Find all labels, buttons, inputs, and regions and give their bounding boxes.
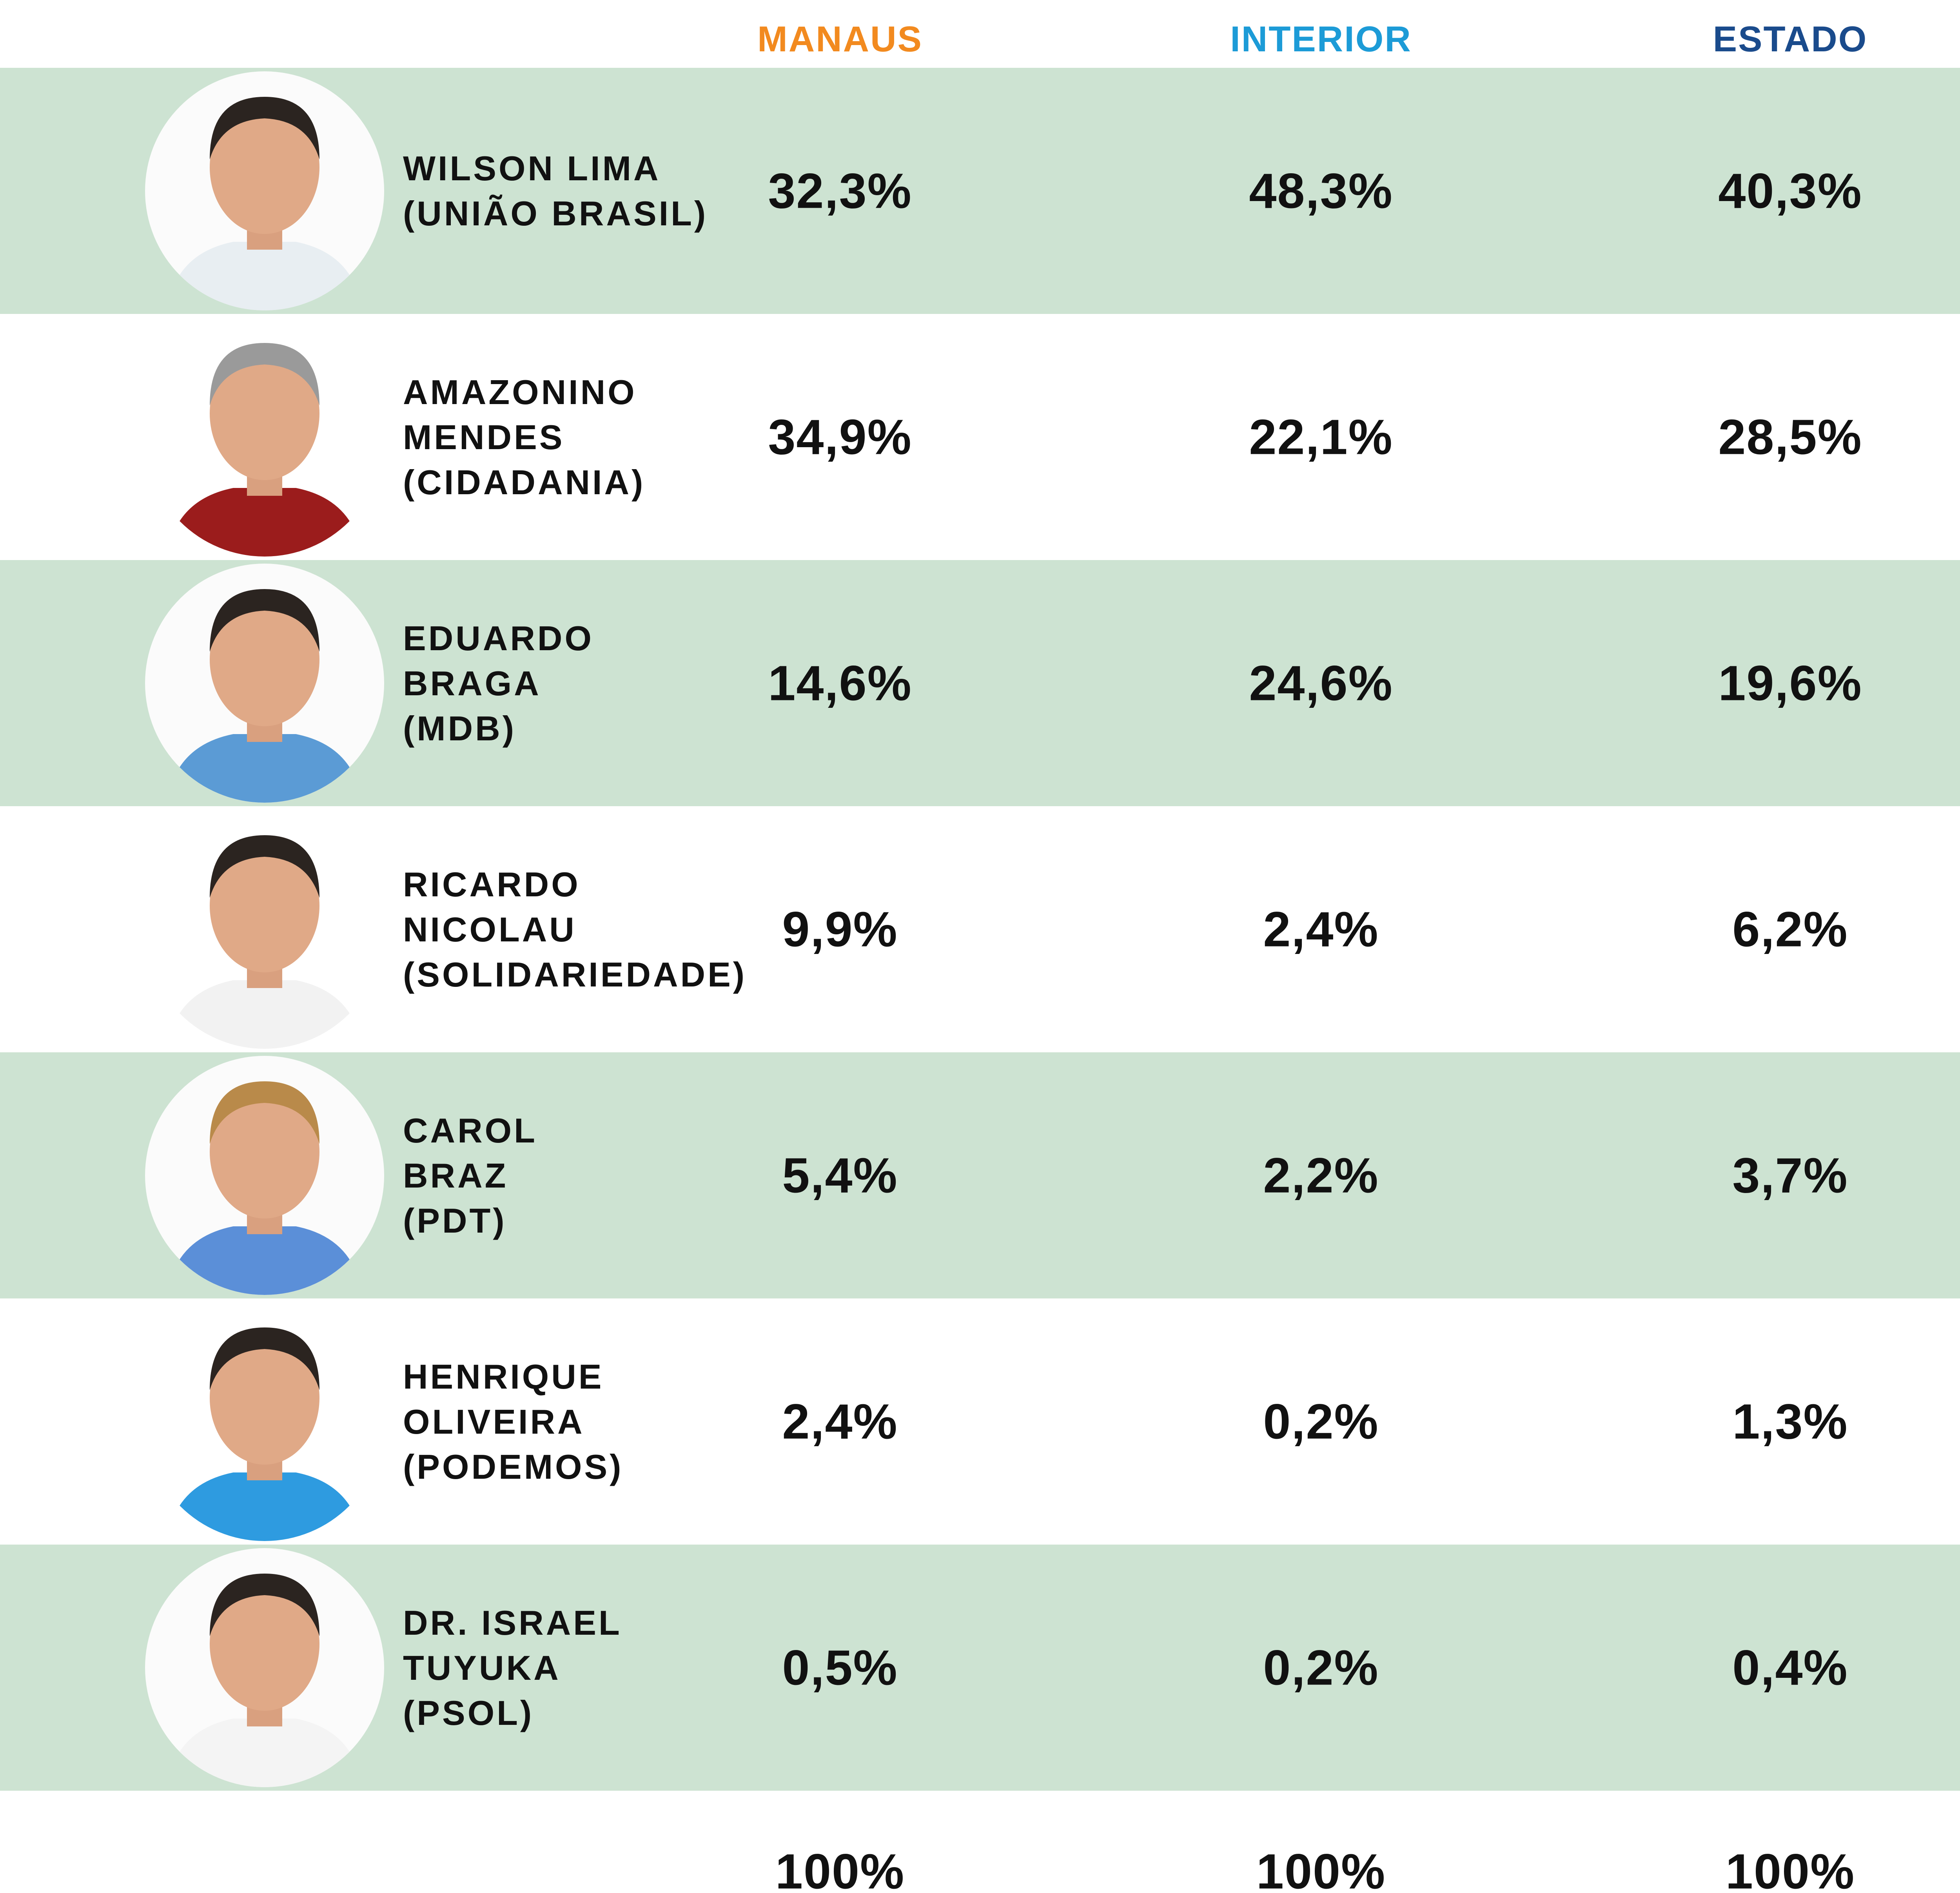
percentage: 6,2% xyxy=(1732,901,1848,958)
percentage: 34,9% xyxy=(768,409,912,466)
candidate-photo xyxy=(143,1300,386,1543)
percentage: 5,4% xyxy=(782,1147,898,1204)
name-line: HENRIQUE xyxy=(403,1354,623,1399)
candidate-photo xyxy=(143,562,386,805)
candidate-photo xyxy=(143,316,386,558)
column-header: INTERIOR xyxy=(1230,12,1412,67)
name-line: (MDB) xyxy=(403,706,594,751)
percentage: 22,1% xyxy=(1249,409,1393,466)
name-line: (SOLIDARIEDADE) xyxy=(403,952,747,997)
percentage: 0,2% xyxy=(1263,1639,1379,1696)
page: MANAUS INTERIOR ESTADO WILSON LIMA(UNIÃO BR… xyxy=(0,0,1960,1893)
name-line: DR. ISRAEL xyxy=(403,1600,622,1645)
name-line: (PODEMOS) xyxy=(403,1444,623,1489)
photo-group xyxy=(143,1054,386,1297)
photo-group xyxy=(143,69,386,312)
name-line: BRAGA xyxy=(403,661,594,706)
total: 100% xyxy=(1256,1843,1386,1893)
candidate-photo xyxy=(143,1054,386,1297)
name-line: TUYUKA xyxy=(403,1645,622,1690)
name-line: (PDT) xyxy=(403,1198,537,1243)
percentage: 2,4% xyxy=(1263,901,1379,958)
percentage: 19,6% xyxy=(1718,655,1862,712)
percentage: 48,3% xyxy=(1249,163,1393,219)
photo-group xyxy=(143,808,386,1051)
candidate-photo xyxy=(143,1546,386,1789)
candidate-photo xyxy=(143,69,386,312)
column-header: MANAUS xyxy=(757,12,923,67)
name-line: BRAZ xyxy=(403,1153,537,1198)
percentage: 3,7% xyxy=(1732,1147,1848,1204)
percentage: 2,4% xyxy=(782,1393,898,1450)
total: 100% xyxy=(1726,1843,1855,1893)
candidate-photo xyxy=(143,808,386,1051)
photo-group xyxy=(143,1546,386,1789)
name-line: NICOLAU xyxy=(403,907,747,952)
percentage: 28,5% xyxy=(1718,409,1862,466)
name-line: (PSOL) xyxy=(403,1690,622,1735)
name-line: MENDES xyxy=(403,415,645,460)
percentage: 0,4% xyxy=(1732,1639,1848,1696)
percentage: 32,3% xyxy=(768,163,912,219)
photo-group xyxy=(143,562,386,805)
name-line: (CIDADANIA) xyxy=(403,460,645,505)
percentage: 24,6% xyxy=(1249,655,1393,712)
percentage: 0,2% xyxy=(1263,1393,1379,1450)
name-line: RICARDO xyxy=(403,862,747,907)
percentage: 0,5% xyxy=(782,1639,898,1696)
percentage: 40,3% xyxy=(1718,163,1862,219)
name-line: AMAZONINO xyxy=(403,370,645,415)
name-line: (UNIÃO BRASIL) xyxy=(403,191,708,236)
name-line: EDUARDO xyxy=(403,616,594,661)
candidate-name: WILSON LIMA(UNIÃO BRASIL) xyxy=(403,146,708,236)
name-line: WILSON LIMA xyxy=(403,146,708,191)
percentage: 2,2% xyxy=(1263,1147,1379,1204)
column-header: ESTADO xyxy=(1713,12,1868,67)
name-line: CAROL xyxy=(403,1108,537,1153)
percentage: 14,6% xyxy=(768,655,912,712)
photo-group xyxy=(143,1300,386,1543)
percentage: 1,3% xyxy=(1732,1393,1848,1450)
total: 100% xyxy=(775,1843,905,1893)
name-line: OLIVEIRA xyxy=(403,1399,623,1444)
percentage: 9,9% xyxy=(782,901,898,958)
photo-group xyxy=(143,316,386,558)
